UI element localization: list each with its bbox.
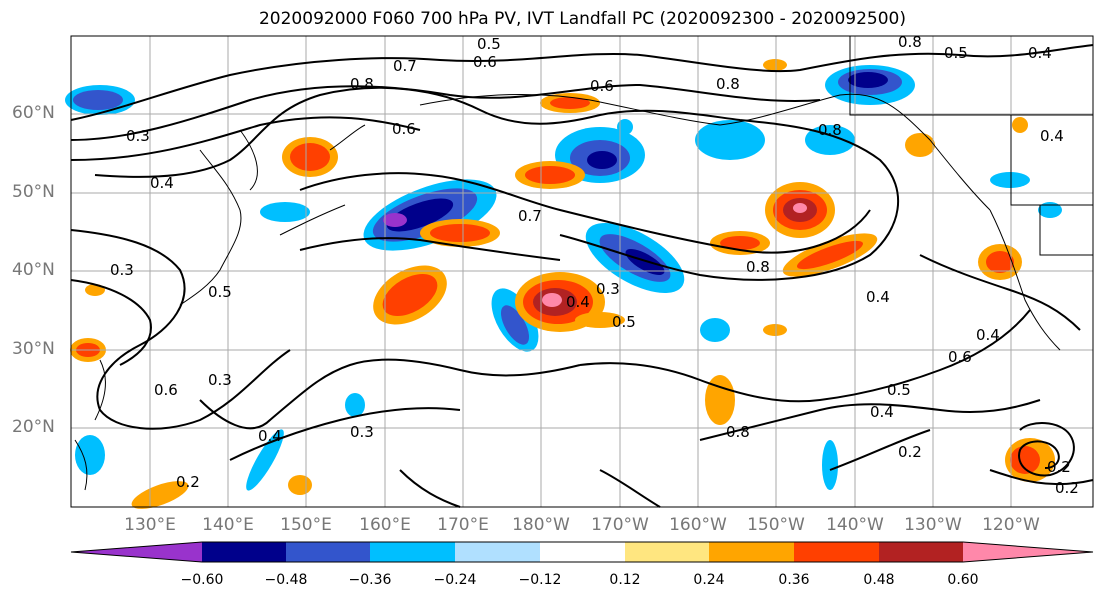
colorbar-segment: [202, 542, 286, 562]
contour-label: 0.3: [126, 127, 150, 145]
longitude-label: 170°E: [437, 515, 489, 535]
contour-label: 0.4: [150, 174, 174, 192]
contour-label: 0.4: [566, 293, 590, 311]
contour-label: 0.4: [1040, 127, 1064, 145]
contour-label: 0.8: [818, 121, 842, 139]
colorbar-segment: [794, 542, 879, 562]
colorbar-tick-label: 0.48: [863, 572, 895, 588]
contour-label: 0.6: [948, 348, 972, 366]
contour-label: 0.6: [392, 120, 416, 138]
map-title: 2020092000 F060 700 hPa PV, IVT Landfall…: [258, 9, 906, 29]
contour-label: 0.2: [898, 443, 922, 461]
colorbar-segment: [963, 542, 1093, 562]
contour-label: 0.4: [258, 427, 282, 445]
contour-label: 0.5: [477, 35, 501, 53]
coastlines: [74, 36, 1093, 491]
colorbar-tick-label: −0.60: [180, 572, 224, 588]
map-frame: [70, 35, 1094, 508]
contour-label: 0.2: [1047, 458, 1071, 476]
latitude-label: 50°N: [12, 182, 55, 202]
contour-label: 0.5: [887, 381, 911, 399]
longitude-label: 150°E: [280, 515, 332, 535]
colorbar-tick-label: 0.60: [947, 572, 979, 588]
colorbar-segment: [455, 542, 540, 562]
contour-label: 0.3: [110, 261, 134, 279]
colorbar-segment: [625, 542, 709, 562]
colorbar-tick-label: 0.24: [693, 572, 725, 588]
contour-label: 0.4: [976, 326, 1000, 344]
contour-label: 0.8: [716, 75, 740, 93]
colorbar-segment: [370, 542, 455, 562]
contour-label: 0.8: [350, 75, 374, 93]
contour-label: 0.3: [596, 280, 620, 298]
colorbar-segment: [71, 542, 202, 562]
colorbar-tick-label: −0.48: [264, 572, 308, 588]
pv-contours: [70, 44, 1094, 508]
longitude-label: 180°W: [512, 515, 570, 535]
contour-label: 0.7: [393, 57, 417, 75]
longitude-label: 160°E: [359, 515, 411, 535]
contour-label: 0.6: [473, 53, 497, 71]
latitude-label: 40°N: [12, 260, 55, 280]
colorbar-tick-label: −0.36: [348, 572, 392, 588]
latitude-label: 30°N: [12, 339, 55, 359]
longitude-label: 140°E: [202, 515, 254, 535]
contour-label: 0.5: [944, 44, 968, 62]
contour-label: 0.4: [1028, 44, 1052, 62]
colorbar-segment: [540, 542, 625, 562]
colorbar-tick-label: 0.12: [609, 572, 641, 588]
colorbar-outline: [70, 541, 1094, 563]
longitude-label: 130°W: [904, 515, 962, 535]
contour-label: 0.8: [898, 33, 922, 51]
contour-label: 0.4: [866, 288, 890, 306]
latitude-label: 20°N: [12, 417, 55, 437]
colorbar-tick-label: 0.36: [778, 572, 810, 588]
longitude-label: 160°W: [669, 515, 727, 535]
contour-label: 0.3: [208, 371, 232, 389]
longitude-label: 170°W: [591, 515, 649, 535]
contour-label: 0.4: [870, 403, 894, 421]
contour-label: 0.2: [1055, 479, 1079, 497]
longitude-label: 120°W: [982, 515, 1040, 535]
longitude-label: 130°E: [124, 515, 176, 535]
contour-label: 0.5: [208, 283, 232, 301]
contour-label: 0.3: [350, 423, 374, 441]
colorbar-segment: [286, 542, 370, 562]
colorbar: [70, 541, 1094, 563]
colorbar-segment: [709, 542, 794, 562]
colorbar-tick-label: −0.12: [518, 572, 562, 588]
latitude-label: 60°N: [12, 103, 55, 123]
colorbar-segment: [879, 542, 963, 562]
colorbar-tick-label: −0.24: [433, 572, 477, 588]
longitude-label: 150°W: [747, 515, 805, 535]
contour-label: 0.8: [726, 423, 750, 441]
contour-label: 0.6: [590, 77, 614, 95]
contour-label: 0.7: [518, 207, 542, 225]
contour-label: 0.5: [612, 313, 636, 331]
contour-label: 0.6: [154, 381, 178, 399]
anomaly-shading: [65, 59, 1062, 509]
contour-label: 0.2: [176, 473, 200, 491]
contour-label: 0.8: [746, 258, 770, 276]
longitude-label: 140°W: [826, 515, 884, 535]
